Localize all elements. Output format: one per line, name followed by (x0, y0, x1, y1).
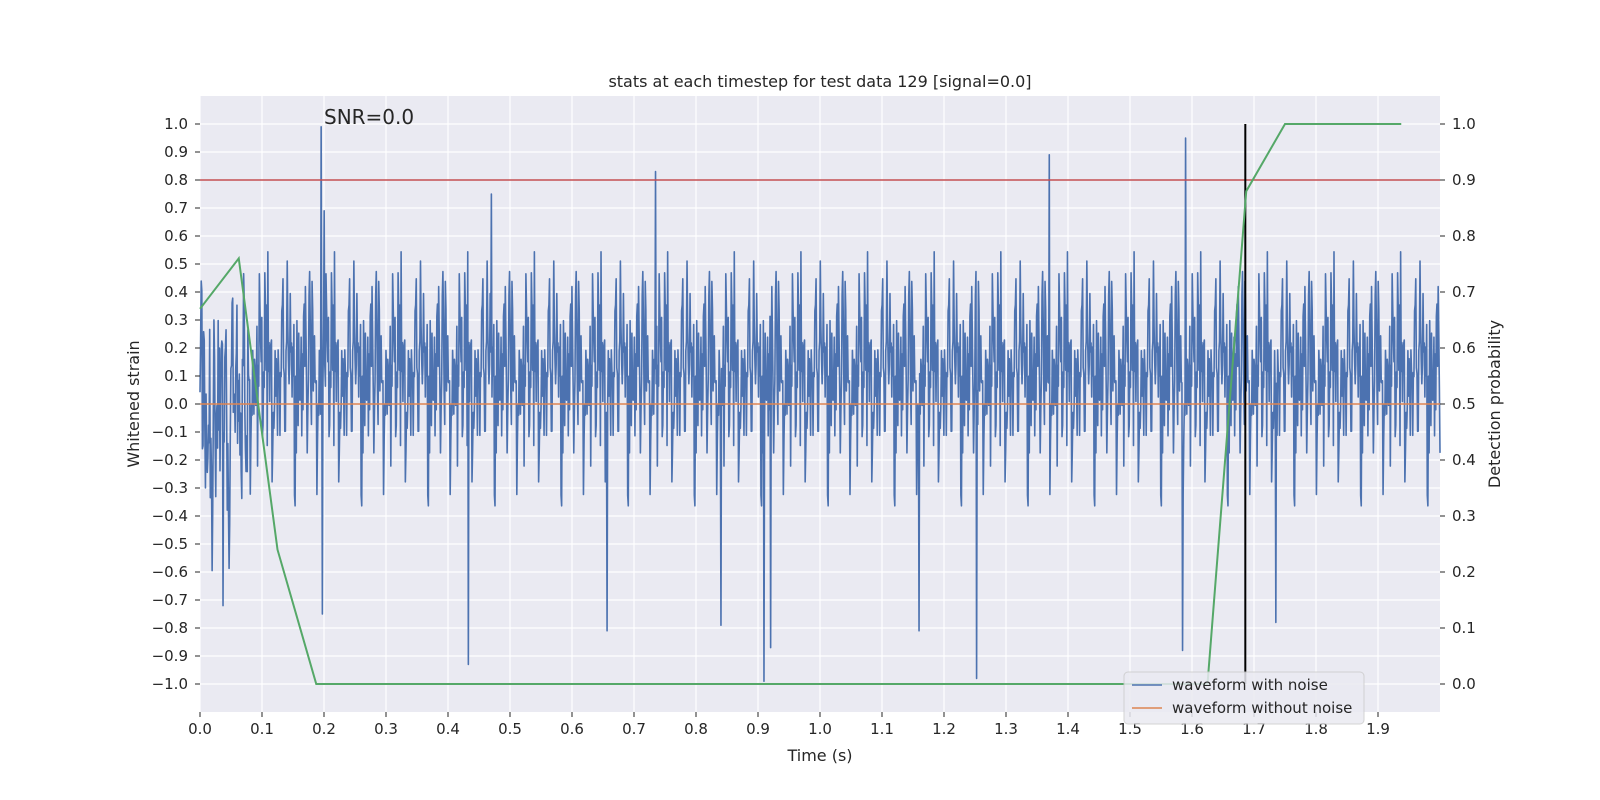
legend-entry-clean: waveform without noise (1172, 699, 1352, 717)
x-tick-label-8: 0.8 (684, 720, 708, 738)
y-tick-label-17: 0.7 (164, 199, 188, 217)
y-tick-label-14: 0.4 (164, 283, 188, 301)
x-tick-label-10: 1.0 (808, 720, 832, 738)
snr-annotation: SNR=0.0 (324, 105, 414, 129)
y-axis-ticks: −1.0 −0.9 −0.8 −0.7 −0.6 −0.5 −0.4 −0.3 −0.2 −0.1… (152, 115, 200, 693)
chart-title: stats at each timestep for test data 129… (608, 72, 1031, 91)
x-tick-label-9: 0.9 (746, 720, 770, 738)
y-tick-label-0: −1.0 (152, 675, 188, 693)
x-tick-label-12: 1.2 (932, 720, 956, 738)
y-tick-label-1: −0.9 (152, 647, 188, 665)
y-tick-label-6: −0.4 (152, 507, 188, 525)
x-tick-label-1: 0.1 (250, 720, 274, 738)
y-tick-label-16: 0.6 (164, 227, 188, 245)
y2-tick-label-1: 0.1 (1452, 619, 1476, 637)
series-detection-probability (199, 123, 1402, 685)
y2-tick-label-4: 0.4 (1452, 451, 1476, 469)
y-tick-label-19: 0.9 (164, 143, 188, 161)
y-tick-label-12: 0.2 (164, 339, 188, 357)
x-tick-label-13: 1.3 (994, 720, 1018, 738)
y-tick-label-8: −0.2 (152, 451, 188, 469)
y2-axis-ticks: 0.0 0.1 0.2 0.3 0.4 0.5 0.6 0.7 0.8 0.9 1.0 (1440, 115, 1476, 693)
legend-box (1123, 671, 1365, 725)
x-tick-label-19: 1.9 (1366, 720, 1390, 738)
probability-line (199, 123, 1402, 685)
legend: waveform with noise waveform without noi… (1123, 671, 1365, 725)
y2-tick-label-5: 0.5 (1452, 395, 1476, 413)
y-tick-label-20: 1.0 (164, 115, 188, 133)
y2-tick-label-3: 0.3 (1452, 507, 1476, 525)
y-tick-label-9: −0.1 (152, 423, 188, 441)
y2-tick-label-10: 1.0 (1452, 115, 1476, 133)
y2-tick-label-2: 0.2 (1452, 563, 1476, 581)
x-axis-ticks: 0.0 0.1 0.2 0.3 0.4 0.5 0.6 0.7 0.8 0.9 1.0 1.1 1.2 1… (188, 712, 1390, 738)
y2-tick-label-7: 0.7 (1452, 283, 1476, 301)
y2-tick-label-8: 0.8 (1452, 227, 1476, 245)
series-waveform-with-noise (199, 126, 1441, 682)
y-tick-label-18: 0.8 (164, 171, 188, 189)
noise-line (199, 126, 1441, 682)
x-tick-label-7: 0.7 (622, 720, 646, 738)
x-tick-label-11: 1.1 (870, 720, 894, 738)
y-tick-label-5: −0.5 (152, 535, 188, 553)
y-tick-label-11: 0.1 (164, 367, 188, 385)
y-tick-label-2: −0.8 (152, 619, 188, 637)
y2-axis-label: Detection probability (1485, 320, 1504, 488)
y-tick-label-3: −0.7 (152, 591, 188, 609)
y2-tick-label-0: 0.0 (1452, 675, 1476, 693)
x-tick-label-0: 0.0 (188, 720, 212, 738)
x-tick-label-5: 0.5 (498, 720, 522, 738)
x-axis-label: Time (s) (786, 746, 852, 765)
x-tick-label-3: 0.3 (374, 720, 398, 738)
x-tick-label-4: 0.4 (436, 720, 460, 738)
y2-tick-label-9: 0.9 (1452, 171, 1476, 189)
y-tick-label-7: −0.3 (152, 479, 188, 497)
y-tick-label-10: 0.0 (164, 395, 188, 413)
y-tick-label-4: −0.6 (152, 563, 188, 581)
legend-entry-noise: waveform with noise (1172, 676, 1328, 694)
y2-tick-label-6: 0.6 (1452, 339, 1476, 357)
y-tick-label-15: 0.5 (164, 255, 188, 273)
y-tick-label-13: 0.3 (164, 311, 188, 329)
x-tick-label-14: 1.4 (1056, 720, 1080, 738)
x-tick-label-6: 0.6 (560, 720, 584, 738)
y-axis-label: Whitened strain (124, 340, 143, 467)
x-tick-label-2: 0.2 (312, 720, 336, 738)
